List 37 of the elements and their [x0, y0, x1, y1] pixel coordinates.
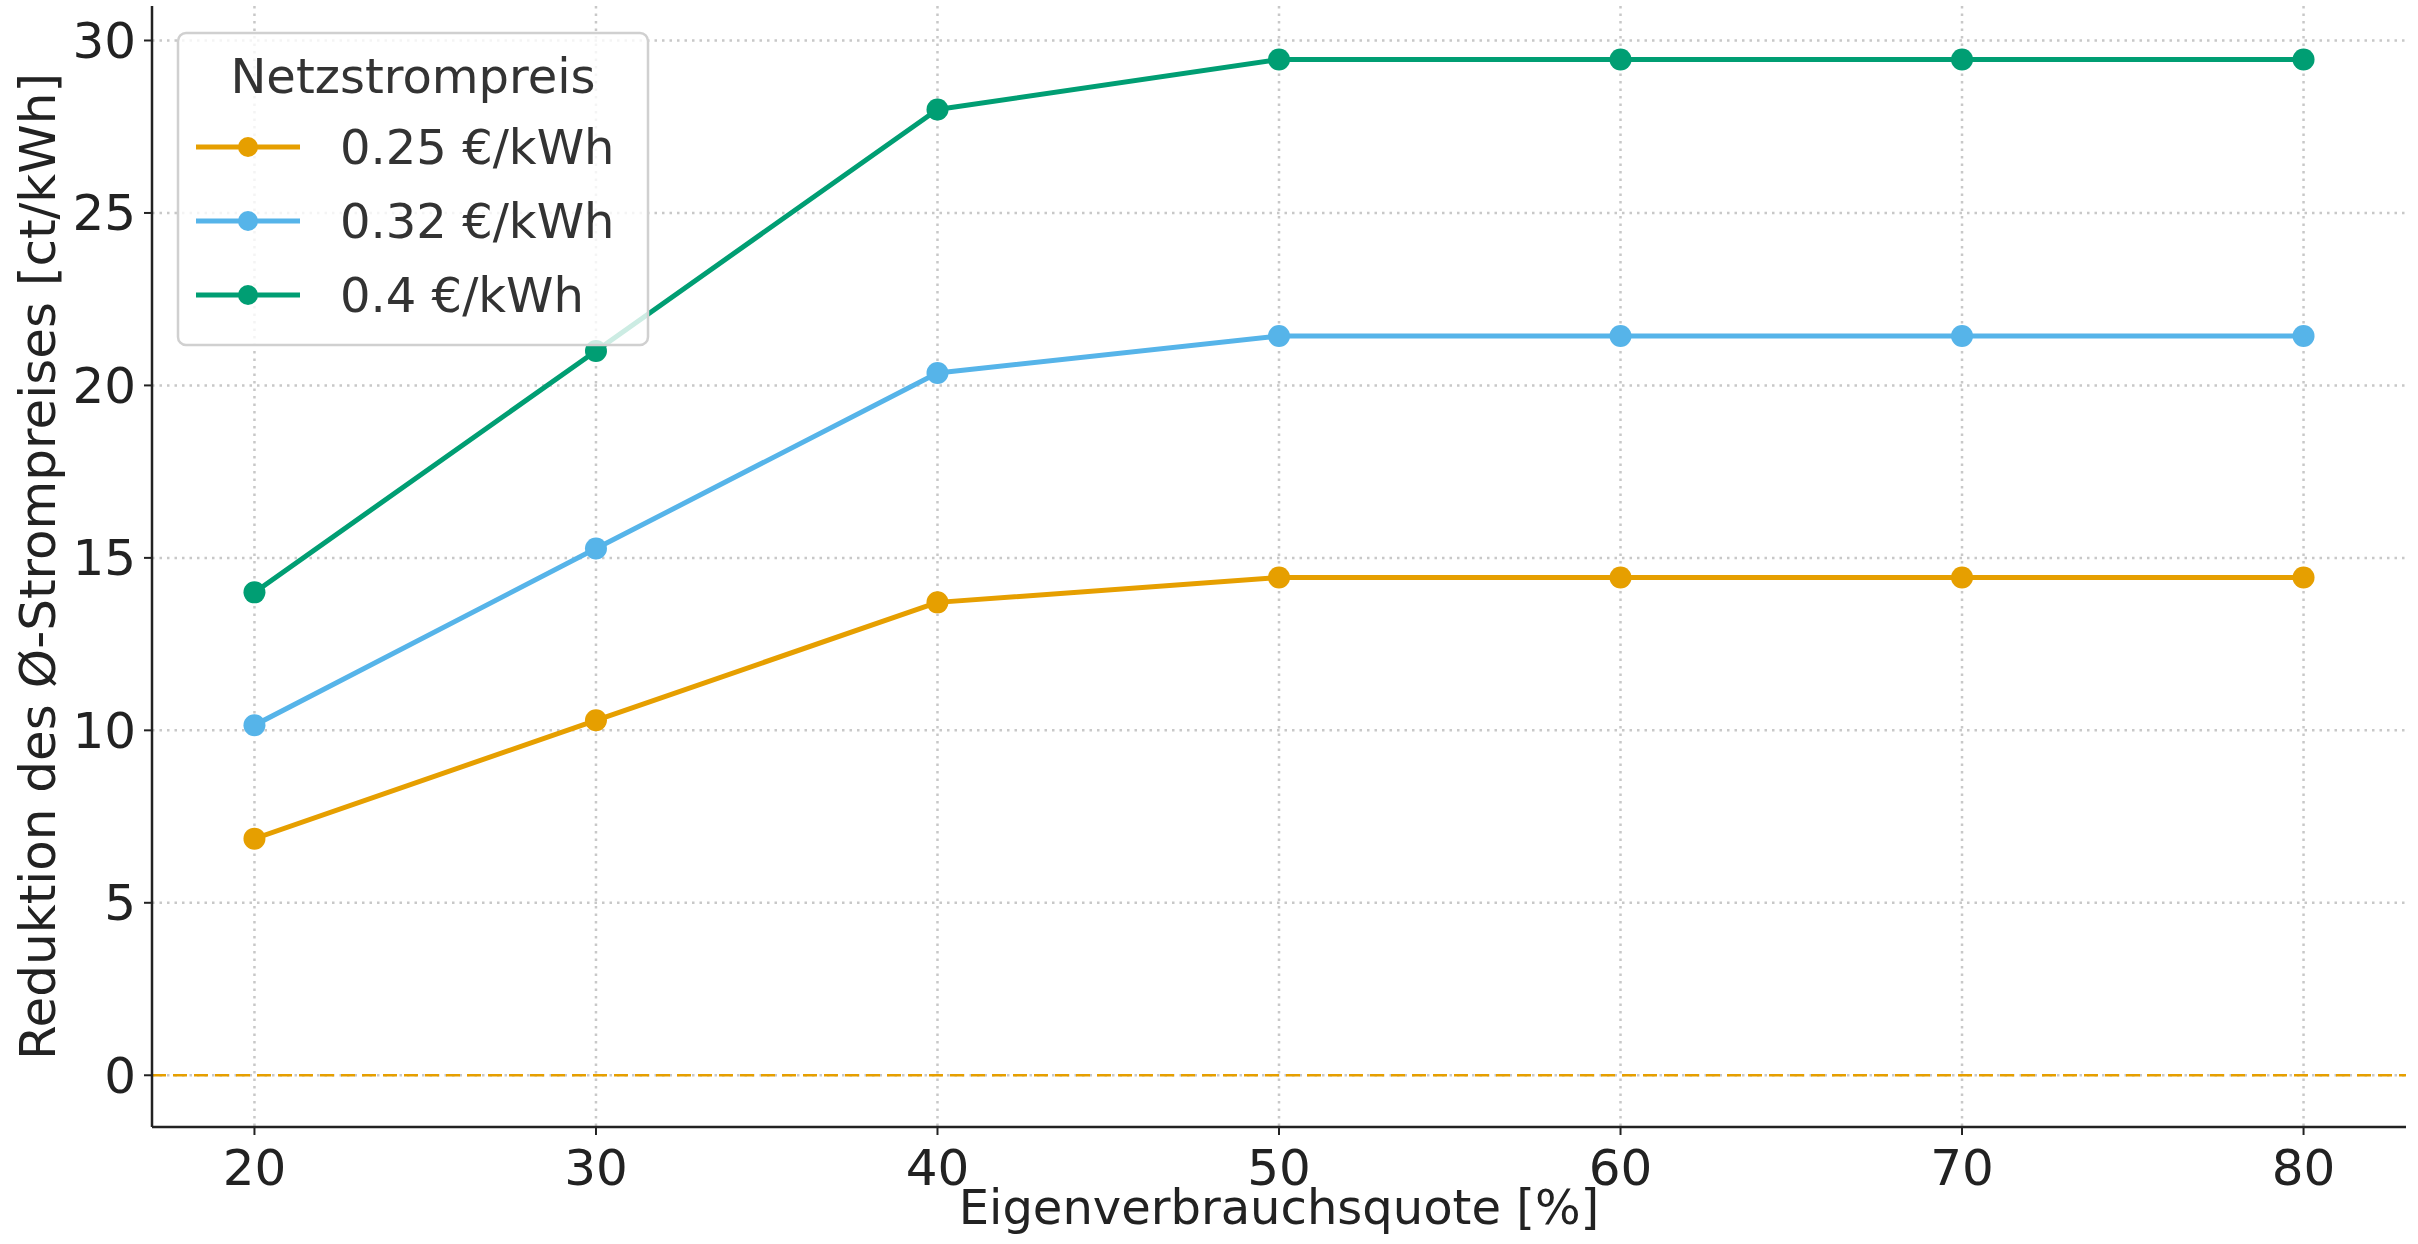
- point: [926, 362, 949, 384]
- point: [2292, 48, 2315, 71]
- point: [584, 537, 607, 560]
- y-tick-label: 10: [72, 701, 136, 760]
- point: [243, 714, 266, 737]
- y-tick-label: 15: [72, 529, 136, 588]
- y-tick-label: 20: [72, 356, 136, 415]
- point: [1951, 566, 1974, 589]
- point: [1268, 325, 1290, 348]
- y-tick-label: 25: [72, 184, 136, 243]
- point: [1609, 566, 1632, 589]
- point: [1951, 325, 1974, 348]
- point: [584, 709, 607, 732]
- point: [1268, 566, 1290, 589]
- point: [1268, 48, 1290, 71]
- legend-label: 0.4 €/kWh: [340, 266, 584, 323]
- point: [243, 581, 266, 604]
- point: [2292, 566, 2315, 589]
- x-tick-label: 50: [1247, 1139, 1311, 1197]
- legend-label: 0.32 €/kWh: [340, 192, 615, 249]
- point: [926, 98, 949, 121]
- x-tick-label: 70: [1930, 1139, 1994, 1197]
- point: [1951, 48, 1974, 71]
- point: [2292, 325, 2315, 348]
- y-tick-label: 0: [104, 1046, 136, 1105]
- x-tick-label: 20: [222, 1139, 287, 1197]
- x-tick-label: 80: [2271, 1139, 2336, 1197]
- y-tick-label: 30: [72, 11, 136, 70]
- point: [243, 827, 266, 850]
- point: [1609, 325, 1632, 348]
- y-axis-title: Reduktion des Ø-Strompreises [ct/kWh]: [9, 73, 67, 1060]
- point: [1609, 48, 1632, 71]
- y-tick-label: 5: [104, 874, 136, 933]
- legend-title: Netzstrompreis: [230, 48, 596, 104]
- point: [926, 591, 949, 614]
- x-tick-label: 30: [564, 1139, 628, 1197]
- legend-label: 0.25 €/kWh: [340, 118, 615, 175]
